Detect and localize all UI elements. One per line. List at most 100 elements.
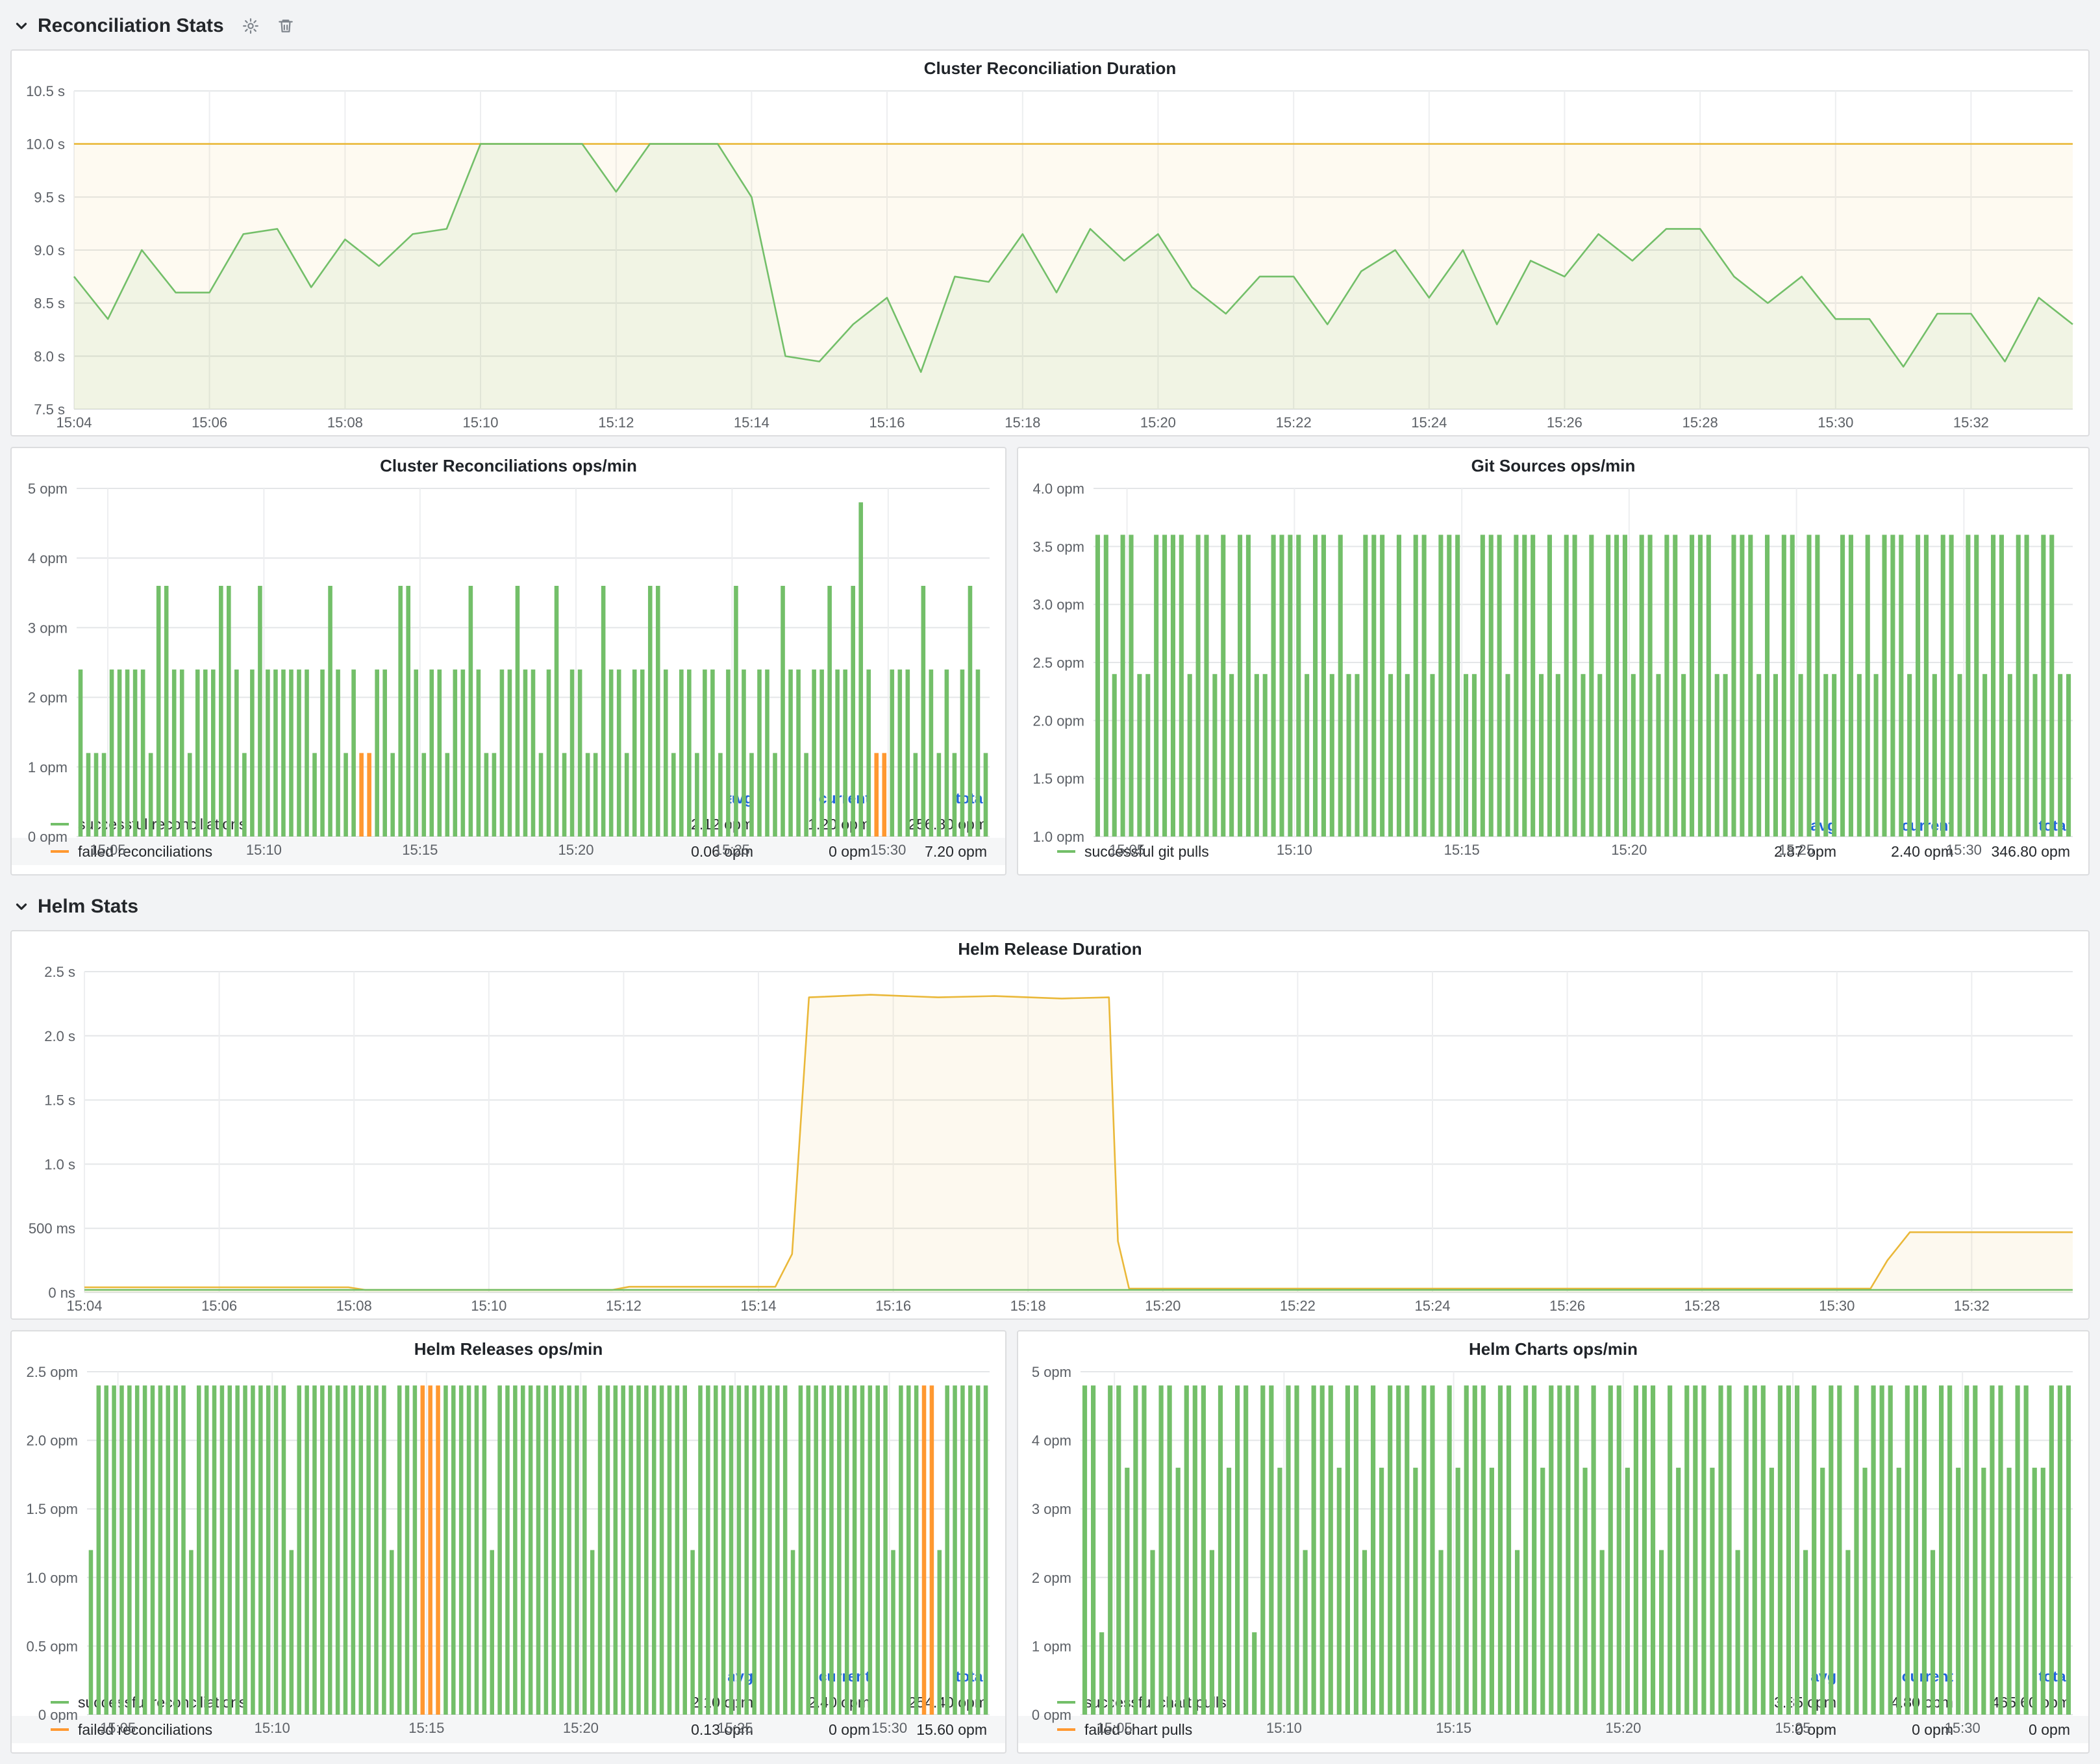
- svg-text:2.5 opm: 2.5 opm: [1033, 655, 1085, 671]
- svg-text:9.0 s: 9.0 s: [34, 242, 65, 258]
- svg-text:15:32: 15:32: [1954, 1298, 1990, 1314]
- svg-text:2.5 s: 2.5 s: [44, 964, 75, 980]
- svg-text:4.0 opm: 4.0 opm: [1033, 481, 1085, 497]
- svg-text:15:08: 15:08: [327, 414, 363, 431]
- svg-text:15:10: 15:10: [246, 842, 282, 858]
- svg-text:1 opm: 1 opm: [1032, 1638, 1071, 1654]
- svg-text:15:30: 15:30: [1818, 414, 1853, 431]
- svg-text:4 opm: 4 opm: [1032, 1433, 1071, 1449]
- gear-icon[interactable]: [242, 18, 259, 34]
- svg-text:15:10: 15:10: [471, 1298, 506, 1314]
- svg-text:15:20: 15:20: [1140, 414, 1176, 431]
- svg-text:4 opm: 4 opm: [28, 550, 68, 566]
- svg-text:15:12: 15:12: [598, 414, 634, 431]
- svg-text:15:10: 15:10: [255, 1720, 290, 1736]
- svg-text:15:20: 15:20: [1605, 1720, 1641, 1736]
- svg-text:3.5 opm: 3.5 opm: [1033, 538, 1085, 555]
- svg-text:15:05: 15:05: [90, 842, 125, 858]
- panel-helm-charts-opm: Helm Charts ops/min 0 opm1 opm2 opm3 opm…: [1017, 1330, 2090, 1754]
- panel-title[interactable]: Cluster Reconciliation Duration: [12, 51, 2088, 81]
- panel-cluster-reconciliations-opm: Cluster Reconciliations ops/min 0 opm 1 o…: [10, 447, 1006, 876]
- cluster-reconciliation-duration-chart[interactable]: 7.5 s8.0 s8.5 s9.0 s9.5 s10.0 s10.5 s15:…: [12, 81, 2088, 435]
- svg-text:15:26: 15:26: [1549, 1298, 1585, 1314]
- svg-text:15:15: 15:15: [402, 842, 438, 858]
- svg-text:15:25: 15:25: [717, 1720, 753, 1736]
- svg-text:15:30: 15:30: [871, 1720, 907, 1736]
- svg-text:15:10: 15:10: [1266, 1720, 1302, 1736]
- svg-text:3 opm: 3 opm: [28, 620, 68, 636]
- svg-text:15:05: 15:05: [1109, 842, 1145, 858]
- chevron-down-icon: [13, 18, 30, 34]
- svg-text:15:20: 15:20: [558, 842, 594, 858]
- svg-text:1.0 opm: 1.0 opm: [1033, 829, 1085, 845]
- svg-text:15:16: 15:16: [875, 1298, 911, 1314]
- svg-text:15:25: 15:25: [1779, 842, 1814, 858]
- svg-text:15:15: 15:15: [1444, 842, 1480, 858]
- cluster-reconciliations-opm-chart[interactable]: 0 opm1 opm2 opm3 opm4 opm5 opm15:0515:10…: [12, 478, 1005, 783]
- svg-text:15:20: 15:20: [1145, 1298, 1181, 1314]
- svg-text:1.5 s: 1.5 s: [44, 1092, 75, 1109]
- svg-text:0 opm: 0 opm: [28, 829, 68, 845]
- svg-text:15:30: 15:30: [1945, 1720, 1981, 1736]
- panel-git-sources-opm: Git Sources ops/min 1.0 opm 1.5 opm 2.0 op…: [1017, 447, 2090, 876]
- section-title-helm-stats[interactable]: Helm Stats: [38, 896, 138, 918]
- svg-text:15:14: 15:14: [740, 1298, 776, 1314]
- svg-text:15:12: 15:12: [606, 1298, 642, 1314]
- svg-text:15:28: 15:28: [1682, 414, 1718, 431]
- helm-charts-opm-chart[interactable]: 0 opm1 opm2 opm3 opm4 opm5 opm15:0515:10…: [1018, 1361, 2088, 1661]
- panel-title[interactable]: Helm Charts ops/min: [1018, 1331, 2088, 1361]
- svg-text:15:24: 15:24: [1414, 1298, 1450, 1314]
- svg-text:15:05: 15:05: [1097, 1720, 1132, 1736]
- svg-text:3.0 opm: 3.0 opm: [1033, 597, 1085, 613]
- panel-title[interactable]: Cluster Reconciliations ops/min: [12, 448, 1005, 478]
- svg-text:8.0 s: 8.0 s: [34, 348, 65, 364]
- panel-title[interactable]: Helm Release Duration: [12, 931, 2088, 961]
- svg-text:15:04: 15:04: [66, 1298, 102, 1314]
- section-header-reconciliation-stats[interactable]: Reconciliation Stats: [10, 8, 2090, 44]
- svg-text:15:05: 15:05: [100, 1720, 136, 1736]
- svg-text:15:24: 15:24: [1411, 414, 1447, 431]
- helm-releases-opm-chart[interactable]: 0 opm0.5 opm1.0 opm1.5 opm2.0 opm2.5 opm…: [12, 1361, 1005, 1661]
- panel-helm-release-duration: Helm Release Duration 0 ns500 ms1.0 s1.5…: [10, 930, 2090, 1320]
- section-title-reconciliation-stats[interactable]: Reconciliation Stats: [38, 15, 224, 37]
- git-sources-opm-chart[interactable]: 1.0 opm1.5 opm2.0 opm2.5 opm3.0 opm3.5 o…: [1018, 478, 2088, 811]
- svg-text:15:32: 15:32: [1953, 414, 1989, 431]
- svg-text:15:30: 15:30: [1946, 842, 1982, 858]
- panel-row-helm: Helm Releases ops/min 0 opm 0.5 opm 1.0 op…: [10, 1330, 2090, 1754]
- svg-text:500 ms: 500 ms: [29, 1220, 75, 1237]
- panel-title[interactable]: Git Sources ops/min: [1018, 448, 2088, 478]
- svg-text:1.5 opm: 1.5 opm: [1033, 771, 1085, 787]
- svg-text:15:18: 15:18: [1010, 1298, 1046, 1314]
- svg-text:9.5 s: 9.5 s: [34, 189, 65, 205]
- section-header-helm-stats[interactable]: Helm Stats: [10, 888, 2090, 925]
- dashboard: Reconciliation Stats Cluster Reconciliat…: [0, 0, 2100, 1764]
- svg-text:0.5 opm: 0.5 opm: [27, 1638, 79, 1654]
- helm-release-duration-chart[interactable]: 0 ns500 ms1.0 s1.5 s2.0 s2.5 s15:0415:06…: [12, 961, 2088, 1318]
- svg-text:15:06: 15:06: [192, 414, 227, 431]
- svg-text:15:28: 15:28: [1684, 1298, 1720, 1314]
- svg-text:2.5 opm: 2.5 opm: [27, 1364, 79, 1380]
- svg-text:10.5 s: 10.5 s: [26, 83, 65, 99]
- svg-text:15:04: 15:04: [56, 414, 92, 431]
- svg-text:0 opm: 0 opm: [38, 1707, 78, 1723]
- svg-text:15:08: 15:08: [336, 1298, 372, 1314]
- svg-text:1 opm: 1 opm: [28, 759, 68, 775]
- svg-text:1.0 s: 1.0 s: [44, 1156, 75, 1172]
- svg-text:15:22: 15:22: [1276, 414, 1312, 431]
- trash-icon[interactable]: [277, 18, 294, 34]
- svg-text:15:10: 15:10: [1277, 842, 1312, 858]
- svg-text:2 opm: 2 opm: [1032, 1570, 1071, 1586]
- panel-row-reconciliation: Cluster Reconciliations ops/min 0 opm 1 o…: [10, 447, 2090, 876]
- svg-text:15:25: 15:25: [714, 842, 750, 858]
- svg-text:5 opm: 5 opm: [1032, 1364, 1071, 1380]
- svg-text:2.0 opm: 2.0 opm: [27, 1433, 79, 1449]
- svg-text:2.0 opm: 2.0 opm: [1033, 712, 1085, 729]
- svg-text:15:10: 15:10: [462, 414, 498, 431]
- svg-text:15:15: 15:15: [408, 1720, 444, 1736]
- panel-helm-releases-opm: Helm Releases ops/min 0 opm 0.5 opm 1.0 op…: [10, 1330, 1006, 1754]
- svg-text:15:14: 15:14: [734, 414, 769, 431]
- panel-title[interactable]: Helm Releases ops/min: [12, 1331, 1005, 1361]
- svg-text:15:30: 15:30: [870, 842, 906, 858]
- svg-text:1.0 opm: 1.0 opm: [27, 1570, 79, 1586]
- svg-text:15:25: 15:25: [1775, 1720, 1810, 1736]
